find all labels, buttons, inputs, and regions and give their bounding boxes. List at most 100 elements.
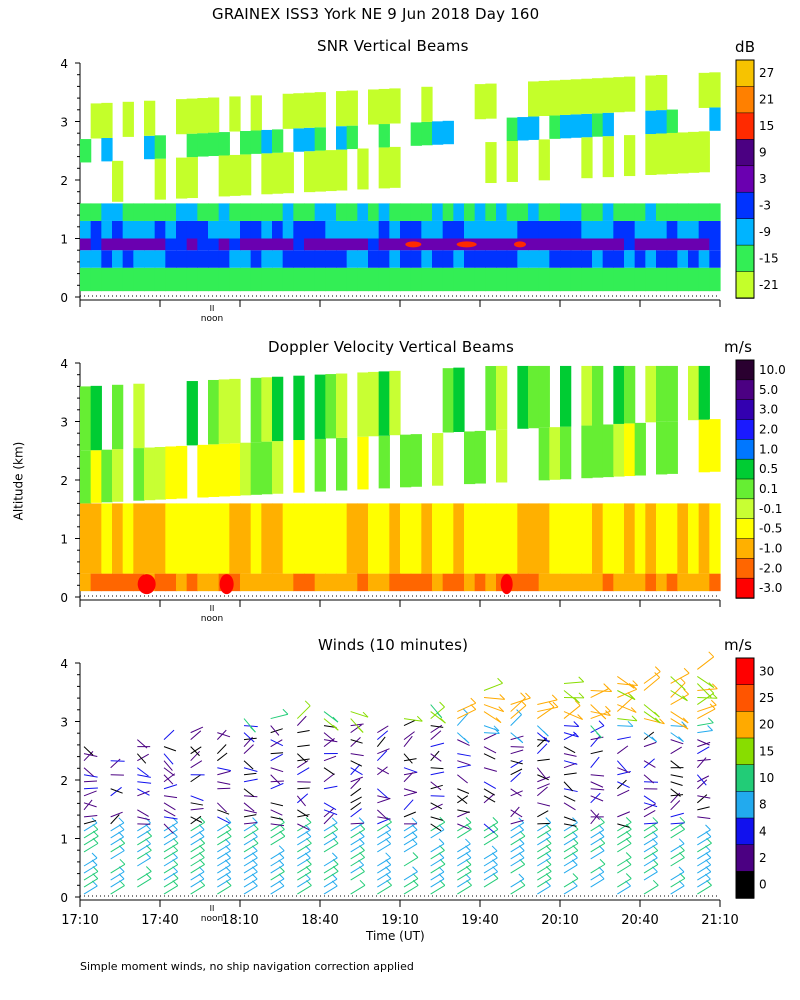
- wind-barb-flag: [573, 731, 579, 738]
- wind-barb: [697, 884, 712, 895]
- wind-barb-flag: [385, 852, 392, 859]
- wind-barb: [670, 850, 685, 860]
- heatmap-cell: [208, 220, 220, 239]
- wind-barb: [350, 737, 361, 748]
- colorbar-swatch: [735, 518, 755, 540]
- wind-barb: [163, 864, 179, 874]
- heatmap-cell: [154, 573, 166, 592]
- heatmap-cell: [229, 238, 241, 251]
- doppler-panel-title: Doppler Velocity Vertical Beams: [268, 338, 514, 356]
- wind-barb-flag: [574, 697, 580, 704]
- heatmap-cell: [528, 365, 540, 429]
- colorbar-frame: [735, 59, 755, 299]
- colorbar-swatch: [735, 498, 755, 520]
- wind-barb: [377, 884, 392, 895]
- wind-barb: [190, 730, 202, 741]
- noon-mark: II: [210, 304, 215, 313]
- heatmap-cell: [634, 220, 646, 239]
- heatmap-cell: [368, 503, 380, 574]
- heatmap-cell: [261, 153, 273, 195]
- wind-barb: [190, 746, 202, 755]
- wind-barb: [377, 864, 392, 874]
- wind-barb: [457, 702, 476, 713]
- heatmap-cell: [677, 203, 689, 221]
- heatmap-cell: [346, 250, 358, 268]
- wind-barb: [537, 699, 558, 706]
- heatmap-cell: [272, 267, 284, 292]
- snr-peak-patch: [405, 241, 422, 248]
- heatmap-cell: [645, 238, 657, 251]
- wind-barb: [510, 822, 525, 832]
- wind-barb-flag: [332, 724, 339, 731]
- wind-barb: [457, 850, 471, 860]
- wind-barb: [563, 781, 574, 792]
- heatmap-cell: [581, 137, 593, 179]
- wind-barb: [617, 885, 631, 895]
- wind-barb: [350, 724, 362, 734]
- heatmap-cell: [304, 250, 316, 268]
- heatmap-cell: [378, 371, 390, 436]
- wind-barb: [350, 778, 361, 790]
- heatmap-cell: [666, 365, 678, 422]
- wind-barb: [243, 802, 255, 812]
- heatmap-cell: [314, 250, 326, 268]
- colorbar-swatch: [735, 191, 755, 220]
- heatmap-cell: [474, 503, 486, 574]
- y-tick-label: 4: [60, 57, 68, 71]
- wind-barb-flag: [386, 816, 392, 823]
- wind-barb: [643, 884, 659, 895]
- wind-barb-flag: [682, 695, 688, 702]
- colorbar-swatch: [735, 458, 755, 480]
- wind-barb: [163, 809, 176, 817]
- wind-barb: [643, 871, 658, 881]
- wind-barb: [483, 857, 498, 867]
- heatmap-cell: [442, 267, 454, 292]
- wind-barb: [243, 857, 258, 867]
- wind-barb: [697, 816, 711, 819]
- x-tick-label: 20:40: [621, 913, 658, 928]
- wind-barb: [696, 779, 708, 790]
- heatmap-cell: [560, 238, 572, 251]
- heatmap-cell: [154, 158, 166, 200]
- wind-barb-flag: [518, 873, 525, 880]
- heatmap-cell: [517, 117, 529, 141]
- heatmap-cell: [581, 503, 593, 574]
- wind-barb: [243, 814, 257, 818]
- wind-barb: [243, 864, 258, 874]
- wind-barb: [483, 795, 496, 803]
- wind-barb: [590, 774, 605, 777]
- y-tick-label: 4: [60, 357, 68, 371]
- colorbar-swatch: [735, 271, 755, 299]
- colorbar-label: -2.0: [759, 561, 782, 575]
- wind-barb: [163, 829, 178, 839]
- wind-barb: [110, 871, 125, 881]
- heatmap-cell: [250, 267, 262, 292]
- heatmap-cell: [197, 503, 209, 574]
- heatmap-cell: [101, 449, 113, 503]
- wind-barb: [617, 688, 637, 698]
- heatmap-cell: [645, 220, 657, 239]
- wind-barb: [377, 821, 392, 832]
- wind-barb: [217, 752, 228, 762]
- heatmap-cell: [186, 267, 198, 292]
- heatmap-cell: [613, 267, 625, 292]
- wind-barb: [430, 871, 445, 881]
- heatmap-cell: [421, 203, 433, 221]
- wind-barb: [110, 829, 125, 839]
- wind-barb-flag: [654, 672, 661, 678]
- colorbar-label: -1.0: [759, 541, 782, 555]
- heatmap-cell: [325, 573, 337, 592]
- wind-barb: [536, 743, 548, 755]
- noon-mark: II: [210, 904, 215, 913]
- wind-barb: [217, 878, 232, 888]
- wind-barb: [216, 744, 227, 755]
- wind-barb: [83, 753, 98, 757]
- heatmap-cell: [325, 238, 337, 251]
- heatmap-cell: [517, 365, 529, 429]
- heatmap-cell: [453, 573, 465, 592]
- heatmap-cell: [624, 365, 636, 424]
- heatmap-cell: [602, 573, 614, 592]
- heatmap-cell: [229, 154, 241, 196]
- wind-barb-flag: [708, 682, 715, 688]
- heatmap-cell: [90, 503, 102, 574]
